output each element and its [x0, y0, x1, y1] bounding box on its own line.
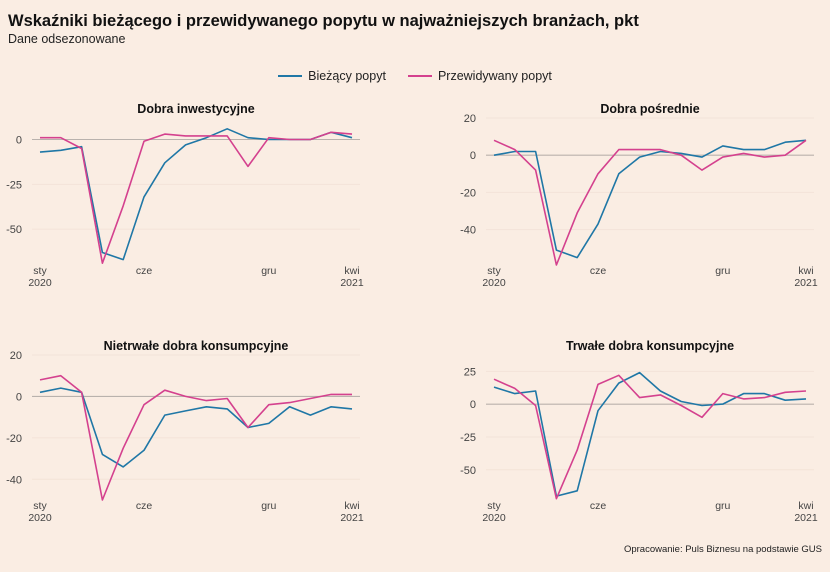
panel-title: Dobra pośrednie [600, 102, 699, 116]
y-tick-label: -20 [6, 433, 22, 445]
x-tick-label: sty [487, 265, 501, 277]
y-tick-label: 0 [16, 135, 22, 147]
x-tick-label: cze [590, 500, 607, 512]
y-tick-label: 0 [470, 399, 476, 411]
x-tick-label: cze [136, 500, 153, 512]
chart-title: Wskaźniki bieżącego i przewidywanego pop… [8, 12, 639, 30]
x-tick-label: kwi [798, 265, 813, 277]
y-tick-label: -25 [6, 179, 22, 191]
x-tick-label: cze [136, 265, 153, 277]
series-line-expected [493, 374, 807, 500]
legend: Bieżący popyt Przewidywany popyt [0, 69, 830, 83]
y-tick-label: 25 [464, 366, 476, 378]
y-tick-label: 20 [10, 350, 22, 362]
y-tick-label: 0 [470, 150, 476, 162]
series-line-current [493, 371, 807, 497]
legend-label-current: Bieżący popyt [308, 69, 386, 83]
x-tick-label: 2020 [482, 277, 506, 289]
x-tick-label: cze [590, 265, 607, 277]
series-line-expected [39, 374, 352, 501]
series-line-current [39, 387, 353, 468]
y-tick-label: -25 [460, 432, 476, 444]
y-tick-label: 20 [464, 113, 476, 125]
panel-title: Trwałe dobra konsumpcyjne [566, 339, 734, 353]
legend-item-expected: Przewidywany popyt [407, 69, 552, 83]
x-tick-label: gru [715, 500, 730, 512]
legend-label-expected: Przewidywany popyt [437, 69, 552, 83]
series-line-expected [40, 131, 353, 265]
series-line-current [39, 128, 353, 261]
x-tick-label: kwi [798, 500, 813, 512]
x-tick-label: 2020 [28, 512, 52, 524]
x-tick-label: 2020 [28, 277, 52, 289]
x-tick-label: kwi [344, 265, 359, 277]
x-tick-label: gru [715, 265, 730, 277]
y-tick-label: -50 [460, 465, 476, 477]
chart-subtitle: Dane odsezonowane [8, 32, 126, 46]
series-line-current [493, 139, 807, 259]
series-line-expected [493, 139, 807, 266]
legend-swatch-current [278, 75, 303, 77]
y-tick-label: -20 [460, 187, 476, 199]
y-tick-label: -40 [6, 474, 22, 486]
x-tick-label: 2021 [340, 277, 364, 289]
x-tick-label: sty [33, 265, 47, 277]
x-tick-label: gru [261, 500, 276, 512]
legend-item-current: Bieżący popyt [278, 69, 386, 83]
y-tick-label: -50 [6, 224, 22, 236]
x-tick-label: 2021 [794, 277, 818, 289]
source-caption: Opracowanie: Puls Biznesu na podstawie G… [623, 544, 822, 555]
panel-title: Nietrwałe dobra konsumpcyjne [104, 339, 289, 353]
x-tick-label: sty [33, 500, 47, 512]
x-tick-label: 2021 [794, 512, 818, 524]
x-tick-label: 2021 [340, 512, 364, 524]
x-tick-label: sty [487, 500, 501, 512]
y-tick-label: 0 [16, 391, 22, 403]
panel-title: Dobra inwestycyjne [137, 102, 254, 116]
x-tick-label: kwi [344, 500, 359, 512]
y-tick-label: -40 [460, 225, 476, 237]
x-tick-label: 2020 [482, 512, 506, 524]
legend-swatch-expected [407, 75, 432, 77]
x-tick-label: gru [261, 265, 276, 277]
